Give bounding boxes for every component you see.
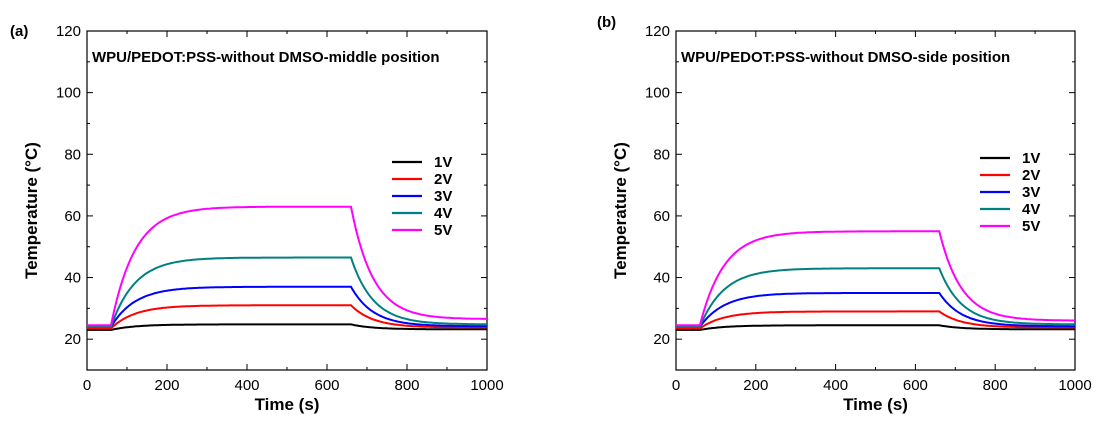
panel-label: (b) xyxy=(597,14,616,31)
plot-frame xyxy=(86,30,488,371)
legend-label-2v: 2V xyxy=(434,171,452,188)
chart-panel-b: 0 200 400 600 800 1000 20 40 60 80 100 120 Time (s) T… xyxy=(597,14,1092,414)
legend-label-5v: 5V xyxy=(434,222,452,239)
y-tick-label: 80 xyxy=(653,146,670,163)
x-tick-label: 0 xyxy=(672,377,680,394)
series-line-5v xyxy=(87,205,487,327)
x-tick-label: 800 xyxy=(394,377,419,394)
y-tick-label: 120 xyxy=(56,23,81,40)
legend-label-2v: 2V xyxy=(1022,167,1040,184)
legend-label-1v: 1V xyxy=(434,154,452,171)
x-axis-title: Time (s) xyxy=(255,395,320,414)
series-line-1v xyxy=(676,324,1075,331)
y-tick-label: 60 xyxy=(64,208,81,225)
y-axis-title: Temperature (°C) xyxy=(22,142,41,279)
series-line-1v xyxy=(87,323,487,331)
chart-title: WPU/PEDOT:PSS-without DMSO-middle positi… xyxy=(92,49,439,66)
series-line-4v xyxy=(676,267,1075,328)
plot-frame xyxy=(675,30,1076,371)
x-tick-label: 1000 xyxy=(1058,377,1091,394)
legend-label-4v: 4V xyxy=(434,205,452,222)
chart-title: WPU/PEDOT:PSS-without DMSO-side position xyxy=(681,49,1010,66)
y-tick-label: 100 xyxy=(645,85,670,102)
series-line-4v xyxy=(87,256,488,328)
x-tick-label: 400 xyxy=(823,377,848,394)
legend-label-5v: 5V xyxy=(1022,218,1040,235)
y-tick-label: 80 xyxy=(64,146,81,163)
x-tick-label: 200 xyxy=(743,377,768,394)
series-line-3v xyxy=(87,285,487,328)
y-tick-label: 20 xyxy=(64,331,81,348)
y-tick-label: 40 xyxy=(64,270,81,287)
x-axis-title: Time (s) xyxy=(843,395,908,414)
x-tick-label: 1000 xyxy=(470,377,503,394)
legend-label-4v: 4V xyxy=(1022,201,1040,218)
legend-label-3v: 3V xyxy=(1022,184,1040,201)
series-line-2v xyxy=(87,304,487,330)
x-tick-label: 600 xyxy=(903,377,928,394)
x-tick-label: 600 xyxy=(314,377,339,394)
chart-panel-a: 0 200 400 600 800 1000 20 40 60 80 100 120 Time (s) T… xyxy=(10,23,504,414)
y-tick-label: 60 xyxy=(653,208,670,225)
y-tick-label: 120 xyxy=(645,23,670,40)
y-tick-label: 40 xyxy=(653,270,670,287)
series-line-3v xyxy=(676,292,1075,328)
x-tick-label: 800 xyxy=(983,377,1008,394)
x-tick-label: 400 xyxy=(234,377,259,394)
x-tick-label: 0 xyxy=(83,377,91,394)
y-tick-label: 100 xyxy=(56,85,81,102)
legend-label-1v: 1V xyxy=(1022,150,1040,167)
series-line-2v xyxy=(676,310,1075,330)
series-line-5v xyxy=(676,230,1075,327)
legend-label-3v: 3V xyxy=(434,188,452,205)
panel-label: (a) xyxy=(10,23,28,40)
y-tick-label: 20 xyxy=(653,331,670,348)
y-axis-title: Temperature (°C) xyxy=(611,142,630,279)
x-tick-label: 200 xyxy=(154,377,179,394)
